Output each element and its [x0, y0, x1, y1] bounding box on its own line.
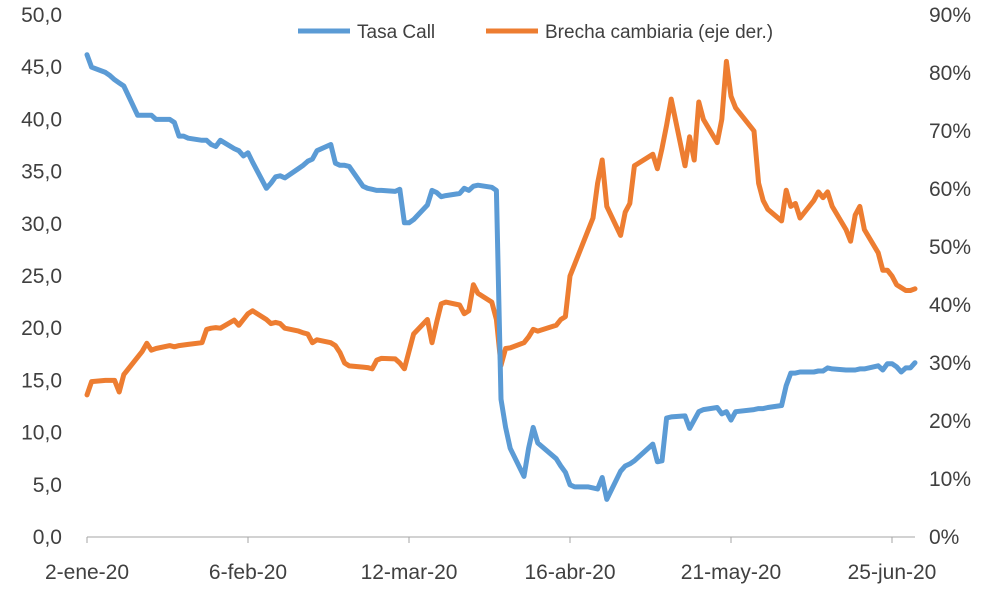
x-tick-label: 2-ene-20 [45, 561, 129, 584]
y-right-tick-label: 10% [929, 468, 971, 491]
y-right-tick-label: 70% [929, 120, 971, 143]
y-right-tick-label: 20% [929, 410, 971, 433]
y-right-tick-label: 0% [929, 526, 959, 549]
x-axis: 2-ene-20 6-feb-20 12-mar-20 16-abr-20 21-may… [45, 536, 937, 584]
y-left-tick-label: 50,0 [21, 4, 62, 27]
x-tick-label: 25-jun-20 [848, 561, 937, 584]
series-line-tasa-call [84, 52, 918, 502]
y-right-tick-label: 30% [929, 352, 971, 375]
y-left-tick-label: 10,0 [21, 422, 62, 445]
y-left-tick-label: 45,0 [21, 56, 62, 79]
right-axis: 0% 10% 20% 30% 40% 50% 60% 70% 80% 90% [929, 4, 971, 549]
y-left-tick-label: 5,0 [33, 474, 62, 497]
y-right-tick-label: 60% [929, 178, 971, 201]
left-axis: 0,0 5,0 10,0 15,0 20,0 25,0 30,0 35,0 40,0 45,0 50… [21, 4, 62, 549]
y-left-tick-label: 0,0 [33, 526, 62, 549]
x-tick-label: 6-feb-20 [209, 561, 287, 584]
x-tick-label: 16-abr-20 [524, 561, 615, 584]
y-left-tick-label: 35,0 [21, 161, 62, 184]
y-right-tick-label: 50% [929, 236, 971, 259]
y-right-tick-label: 40% [929, 294, 971, 317]
y-right-tick-label: 90% [929, 4, 971, 27]
legend-label-brecha: Brecha cambiaria (eje der.) [545, 22, 773, 43]
y-left-tick-label: 40,0 [21, 108, 62, 131]
x-tick-label: 12-mar-20 [361, 561, 458, 584]
x-tick-label: 21-may-20 [681, 561, 781, 584]
y-left-tick-label: 15,0 [21, 369, 62, 392]
y-left-tick-label: 30,0 [21, 213, 62, 236]
legend-label-tasa-call: Tasa Call [357, 22, 435, 43]
y-left-tick-label: 20,0 [21, 317, 62, 340]
legend: Tasa Call Brecha cambiaria (eje der.) [298, 22, 773, 43]
y-left-tick-label: 25,0 [21, 265, 62, 288]
series-lines [84, 52, 918, 502]
y-right-tick-label: 80% [929, 62, 971, 85]
